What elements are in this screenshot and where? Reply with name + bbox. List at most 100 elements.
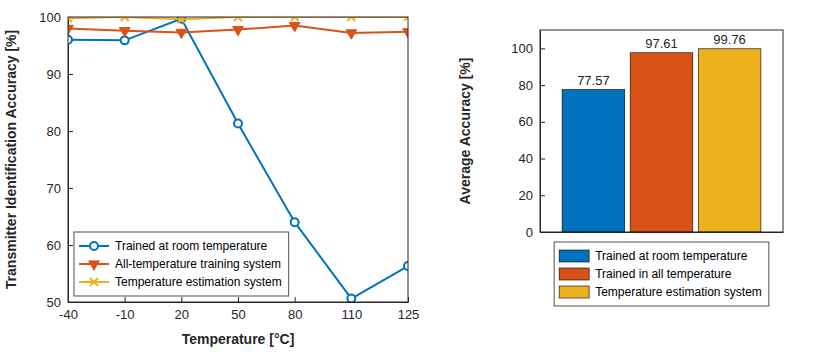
line-chart: 5060708090100Transmitter Identification … [3, 10, 419, 347]
y-tick-mark [540, 85, 545, 86]
legend-label: Temperature estimation system [115, 275, 282, 289]
x-tick: 80 [288, 297, 302, 322]
bar [630, 53, 693, 232]
y-tick-label: 40 [519, 151, 533, 166]
y-tick: 20 [519, 188, 545, 203]
marker [176, 29, 187, 38]
marker [404, 262, 408, 270]
x-tick-label: 125 [398, 307, 420, 322]
y-tick-mark [540, 159, 545, 160]
legend-item: Trained at room temperature [79, 239, 268, 253]
marker [291, 17, 299, 21]
y-tick: 80 [519, 78, 545, 93]
x-tick-mark [181, 297, 182, 302]
marker [347, 17, 355, 21]
x-axis: -40 -10 20 50 80 110 125 [59, 297, 419, 322]
legend-item: Temperature estimation system [79, 275, 282, 289]
x-tick-label: 80 [288, 307, 302, 322]
y-tick-label: 0 [526, 225, 533, 240]
x-tick-label: 110 [341, 307, 362, 322]
y-tick: 80 [47, 124, 73, 139]
y-tick: 90 [47, 67, 73, 82]
y-tick-label: 80 [47, 124, 61, 139]
y-tick-label: 60 [519, 114, 533, 129]
legend-label: Trained at room temperature [595, 249, 748, 263]
x-tick-label: -40 [59, 307, 78, 322]
y-tick: 70 [47, 181, 73, 196]
legend-box [74, 232, 289, 296]
series [68, 17, 408, 302]
marker [403, 29, 408, 38]
y-tick-label: 70 [47, 181, 61, 196]
data-label: 99.76 [713, 32, 746, 47]
marker [346, 30, 357, 39]
series [68, 22, 408, 39]
legend-label: Trained at room temperature [115, 239, 268, 253]
x-tick: 20 [175, 297, 189, 322]
marker [68, 17, 72, 22]
y-tick-label: 80 [519, 78, 533, 93]
legend-swatch [559, 286, 589, 298]
y-tick-mark [540, 195, 545, 196]
legend-swatch [559, 250, 589, 262]
data-labels: 77.57 97.61 99.76 [577, 32, 746, 88]
marker [234, 120, 242, 128]
plot-frame [68, 17, 408, 302]
bar [698, 49, 761, 232]
marker [404, 17, 408, 21]
x-tick-label: 20 [175, 307, 189, 322]
plot-frame [540, 30, 783, 232]
marker [234, 17, 242, 21]
plot-area [562, 49, 761, 232]
x-tick-label: 50 [231, 307, 245, 322]
marker [121, 17, 129, 21]
data-label: 77.57 [577, 73, 610, 88]
legend-label: Temperature estimation system [595, 285, 762, 299]
legend-marker [90, 278, 98, 286]
legend-swatch [559, 268, 589, 280]
data-label: 97.61 [645, 36, 678, 51]
marker [119, 28, 130, 37]
series-line [68, 19, 408, 299]
x-tick-label: -10 [116, 307, 135, 322]
y-tick-label: 100 [511, 41, 533, 56]
x-axis-title: Temperature [°C] [182, 331, 295, 347]
legend-label: All-temperature training system [115, 257, 281, 271]
plot-area [68, 17, 408, 302]
y-tick-mark [540, 122, 545, 123]
legend-item: Temperature estimation system [559, 285, 762, 299]
y-tick-mark [68, 131, 73, 132]
legend-label: Trained in all temperature [595, 267, 732, 281]
y-tick-mark [68, 74, 73, 75]
marker [68, 36, 72, 44]
bar [562, 90, 625, 232]
legend-item: All-temperature training system [79, 257, 281, 271]
x-tick: 50 [231, 297, 245, 322]
legend-box [554, 242, 769, 306]
y-tick-label: 60 [47, 238, 61, 253]
x-tick-mark [125, 297, 126, 302]
legend-marker [90, 242, 98, 250]
marker [347, 295, 355, 302]
y-tick: 40 [519, 151, 545, 166]
y-tick-label: 100 [39, 10, 61, 25]
legend: Trained at room temperature Trained in al… [554, 242, 769, 306]
y-tick-label: 90 [47, 67, 61, 82]
figure: 5060708090100Transmitter Identification … [0, 0, 816, 352]
y-tick-mark [540, 48, 545, 49]
bar-chart: 020406080100Average Accuracy [%]77.5797.… [457, 30, 784, 306]
y-tick-label: 20 [519, 188, 533, 203]
legend: Trained at room temperature All-temperatu… [74, 232, 289, 296]
marker [289, 22, 300, 31]
legend-item: Trained in all temperature [559, 267, 732, 281]
y-tick-mark [68, 188, 73, 189]
marker [291, 218, 299, 226]
marker [233, 26, 244, 35]
y-tick-mark [68, 245, 73, 246]
series [68, 17, 408, 23]
y-tick: 60 [47, 238, 73, 253]
y-tick: 60 [519, 114, 545, 129]
marker [177, 17, 185, 23]
x-tick-mark [295, 297, 296, 302]
marker [68, 25, 73, 34]
